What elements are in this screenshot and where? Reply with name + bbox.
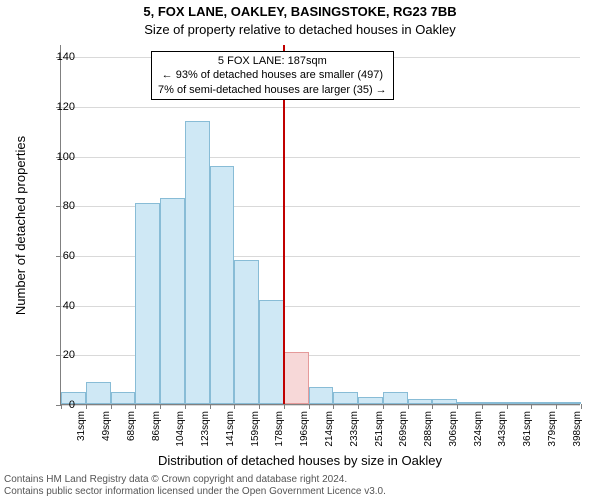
x-axis-label: Distribution of detached houses by size … [0, 453, 600, 468]
x-tickmark [383, 404, 384, 409]
x-tick-label: 214sqm [324, 411, 335, 447]
x-tickmark [556, 404, 557, 409]
chart-title-address: 5, FOX LANE, OAKLEY, BASINGSTOKE, RG23 7… [0, 4, 600, 19]
footer-licence: Contains HM Land Registry data © Crown c… [4, 474, 386, 498]
x-tick-label: 31sqm [76, 411, 87, 441]
x-tickmark [581, 404, 582, 409]
histogram-bar [135, 203, 160, 404]
x-tick-label: 86sqm [151, 411, 162, 441]
histogram-bar [160, 198, 185, 404]
x-tickmark [86, 404, 87, 409]
x-tickmark [160, 404, 161, 409]
x-tick-label: 123sqm [200, 411, 211, 447]
gridline [61, 157, 580, 158]
histogram-bar [383, 392, 408, 404]
x-tick-label: 361sqm [522, 411, 533, 447]
x-tick-label: 379sqm [547, 411, 558, 447]
y-axis-label-wrap: Number of detached properties [14, 45, 28, 405]
annotation-line: 5 FOX LANE: 187sqm [158, 54, 387, 68]
histogram-bar [556, 402, 581, 404]
histogram-bar [482, 402, 507, 404]
x-tickmark [482, 404, 483, 409]
y-tick-label: 80 [45, 200, 75, 212]
chart-title-sub: Size of property relative to detached ho… [0, 22, 600, 37]
y-tick-label: 100 [45, 151, 75, 163]
histogram-bar [432, 399, 457, 404]
x-tick-label: 178sqm [274, 411, 285, 447]
histogram-bar [185, 121, 210, 404]
x-tick-label: 68sqm [126, 411, 137, 441]
x-tickmark [309, 404, 310, 409]
x-tickmark [234, 404, 235, 409]
x-tickmark [259, 404, 260, 409]
x-tick-label: 343sqm [497, 411, 508, 447]
x-tick-label: 306sqm [448, 411, 459, 447]
x-tick-label: 141sqm [225, 411, 236, 447]
x-tickmark [135, 404, 136, 409]
plot-area: 5 FOX LANE: 187sqm← 93% of detached hous… [60, 45, 580, 405]
x-tick-label: 324sqm [473, 411, 484, 447]
x-tickmark [284, 404, 285, 409]
x-tick-label: 159sqm [250, 411, 261, 447]
histogram-bar [408, 399, 433, 404]
histogram-bar [531, 402, 556, 404]
x-tick-label: 196sqm [299, 411, 310, 447]
chart-container: 5, FOX LANE, OAKLEY, BASINGSTOKE, RG23 7… [0, 0, 600, 500]
annotation-line: ← 93% of detached houses are smaller (49… [158, 68, 387, 82]
histogram-bar [333, 392, 358, 404]
x-tick-label: 398sqm [572, 411, 583, 447]
histogram-bar [507, 402, 532, 404]
x-tickmark [432, 404, 433, 409]
footer-line-2: Contains public sector information licen… [4, 486, 386, 498]
x-tickmark [111, 404, 112, 409]
histogram-bar [457, 402, 482, 404]
x-tick-label: 233sqm [349, 411, 360, 447]
histogram-bar [86, 382, 111, 404]
x-tick-label: 104sqm [175, 411, 186, 447]
footer-line-1: Contains HM Land Registry data © Crown c… [4, 474, 386, 486]
annotation-box: 5 FOX LANE: 187sqm← 93% of detached hous… [151, 51, 394, 100]
x-tick-label: 251sqm [374, 411, 385, 447]
histogram-bar [111, 392, 136, 404]
gridline [61, 405, 580, 406]
y-axis-label: Number of detached properties [14, 135, 29, 314]
histogram-bar [284, 352, 309, 404]
y-tick-label: 140 [45, 51, 75, 63]
x-tick-label: 269sqm [398, 411, 409, 447]
histogram-bar [358, 397, 383, 404]
x-tickmark [457, 404, 458, 409]
gridline [61, 107, 580, 108]
x-tickmark [333, 404, 334, 409]
x-tickmark [358, 404, 359, 409]
histogram-bar [234, 260, 259, 404]
x-tickmark [185, 404, 186, 409]
y-tick-label: 120 [45, 101, 75, 113]
x-tickmark [507, 404, 508, 409]
y-tick-label: 0 [45, 399, 75, 411]
y-tick-label: 40 [45, 300, 75, 312]
histogram-bar [210, 166, 235, 404]
x-tickmark [408, 404, 409, 409]
x-tickmark [531, 404, 532, 409]
x-tick-label: 288sqm [423, 411, 434, 447]
x-tickmark [210, 404, 211, 409]
y-tick-label: 60 [45, 250, 75, 262]
y-tick-label: 20 [45, 349, 75, 361]
x-tick-label: 49sqm [101, 411, 112, 441]
histogram-bar [309, 387, 334, 404]
histogram-bar [259, 300, 284, 404]
annotation-line: 7% of semi-detached houses are larger (3… [158, 83, 387, 97]
